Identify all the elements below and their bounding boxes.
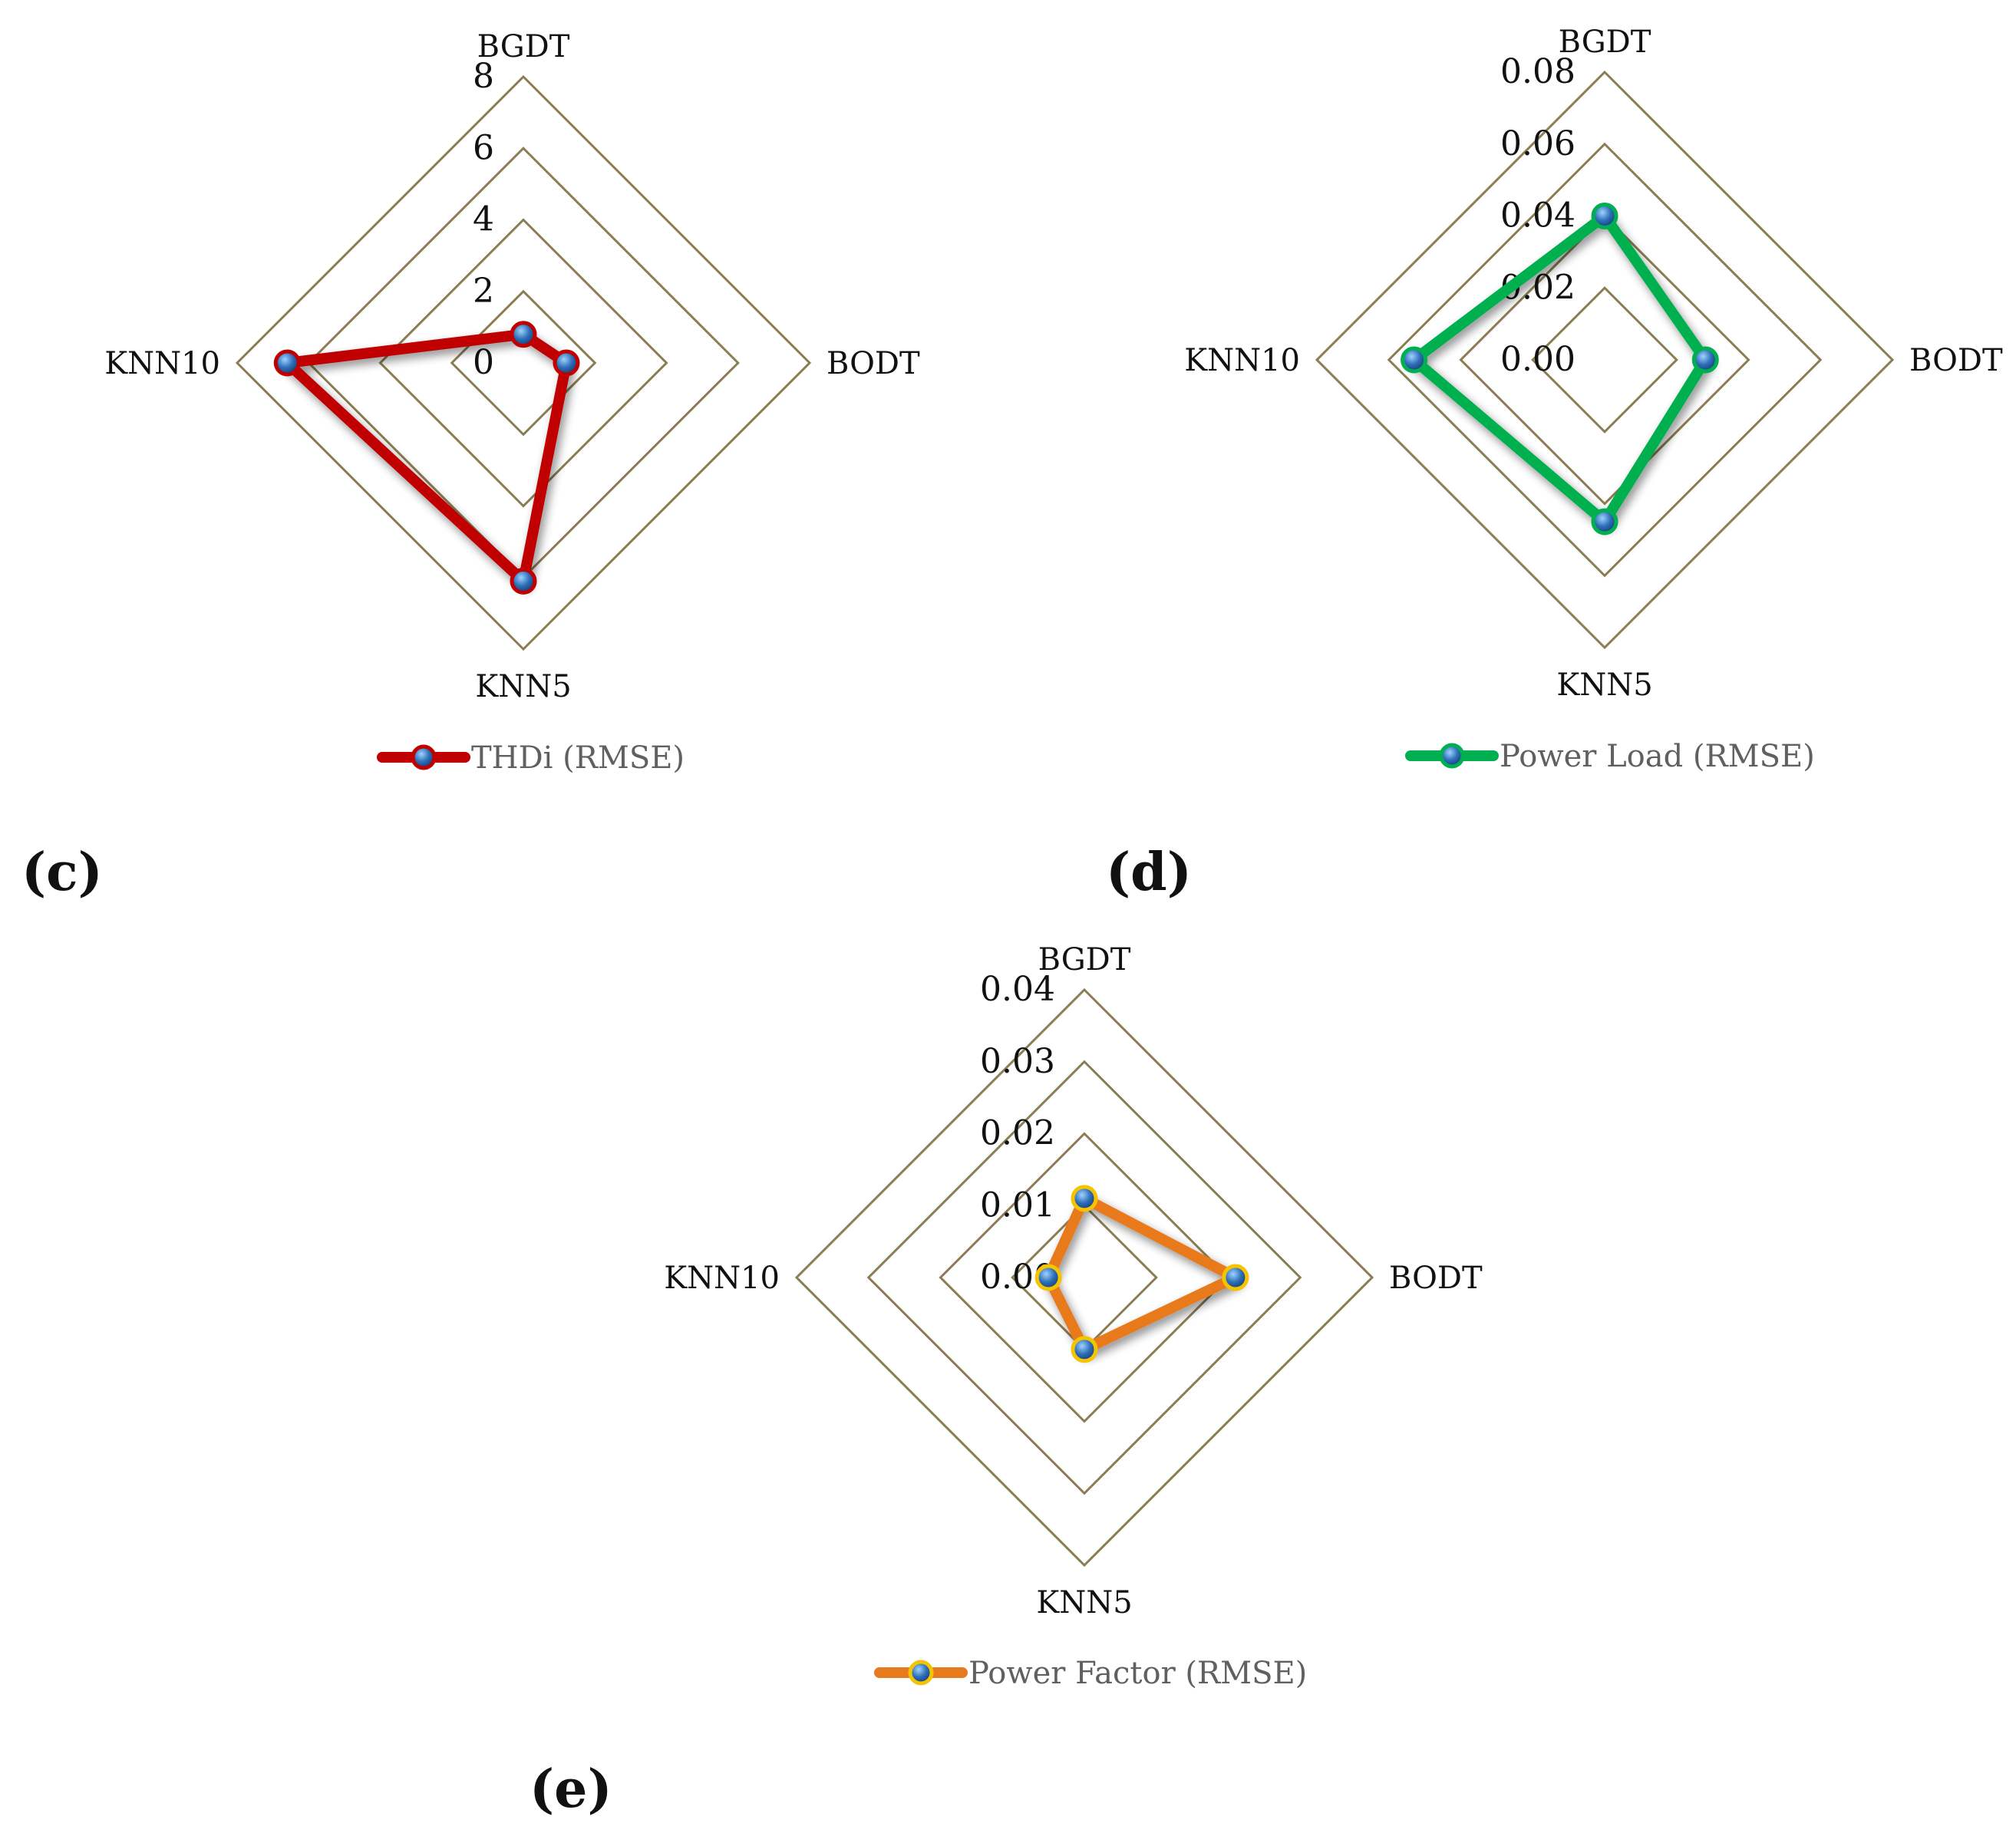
tick-label: 0.04 xyxy=(980,970,1055,1009)
tick-label: 0.01 xyxy=(980,1185,1055,1225)
series-line xyxy=(282,328,572,587)
axis-label-bodt: BODT xyxy=(827,346,920,381)
data-point-bodt xyxy=(1691,346,1719,374)
tick-label: 0.06 xyxy=(1500,124,1576,163)
data-point-bodt xyxy=(553,349,580,377)
axis-label-knn5: KNN5 xyxy=(1036,1585,1132,1620)
panel-label: (d) xyxy=(1106,842,1192,903)
tick-label: 4 xyxy=(473,200,494,239)
radar-chart-3: 0.000.010.020.030.04BGDTBODTKNN5KNN10Pow… xyxy=(530,942,1483,1820)
legend-marker xyxy=(1439,743,1465,769)
data-point-knn5 xyxy=(510,567,537,595)
data-point-knn10 xyxy=(1401,346,1428,374)
tick-label: 6 xyxy=(473,128,494,167)
panel-label: (c) xyxy=(21,842,103,903)
grid-ring xyxy=(307,147,740,579)
axis-label-knn5: KNN5 xyxy=(475,669,571,704)
legend-label: Power Factor (RMSE) xyxy=(968,1656,1307,1691)
legend: Power Load (RMSE) xyxy=(1405,739,1815,774)
tick-label: 8 xyxy=(473,57,494,96)
tick-label: 0.04 xyxy=(1500,196,1576,236)
data-point-bodt xyxy=(1222,1264,1249,1291)
tick-label: 0 xyxy=(473,343,494,382)
grid-ring xyxy=(235,74,812,651)
tick-label: 0.08 xyxy=(1500,52,1576,91)
panel-label: (e) xyxy=(530,1759,612,1820)
grid-ring xyxy=(1459,214,1750,506)
tick-label: 0.03 xyxy=(980,1042,1055,1081)
data-point-bgdt xyxy=(1071,1185,1098,1212)
axis-label-bgdt: BGDT xyxy=(477,29,570,64)
data-point-bgdt xyxy=(1591,203,1618,229)
radar-chart-2: 0.000.020.040.060.08BGDTBODTKNN5KNN10Pow… xyxy=(1106,25,2003,903)
axis-label-bodt: BODT xyxy=(1909,343,2003,378)
data-point-knn5 xyxy=(1071,1336,1098,1363)
legend: Power Factor (RMSE) xyxy=(874,1656,1307,1691)
tick-label: 0.00 xyxy=(1500,340,1576,379)
axis-label-knn10: KNN10 xyxy=(664,1261,780,1296)
tick-label: 0.02 xyxy=(980,1114,1055,1153)
grid-ring xyxy=(939,1132,1230,1423)
axis-label-knn5: KNN5 xyxy=(1556,668,1652,703)
legend-label: Power Load (RMSE) xyxy=(1500,739,1815,774)
grid-ring xyxy=(794,987,1374,1568)
grid-ring xyxy=(1531,286,1678,434)
tick-label: 2 xyxy=(473,272,494,311)
axis-label-knn10: KNN10 xyxy=(104,346,220,381)
data-point-knn10 xyxy=(273,349,301,377)
axis-label-bgdt: BGDT xyxy=(1038,942,1131,977)
grid-ring xyxy=(1387,142,1823,578)
axis-label-bgdt: BGDT xyxy=(1559,25,1651,60)
legend-marker xyxy=(908,1660,934,1686)
grid-ring xyxy=(1315,70,1895,650)
grid-ring xyxy=(866,1060,1302,1495)
legend: THDi (RMSE) xyxy=(377,740,685,776)
grid-ring xyxy=(378,218,668,508)
axis-label-knn10: KNN10 xyxy=(1184,343,1300,378)
series-line xyxy=(1043,1192,1241,1355)
legend-label: THDi (RMSE) xyxy=(471,740,685,776)
legend-marker xyxy=(411,744,437,770)
axis-label-bodt: BODT xyxy=(1389,1261,1483,1296)
data-point-bgdt xyxy=(510,321,537,348)
data-point-knn10 xyxy=(1034,1264,1062,1291)
data-point-knn5 xyxy=(1591,508,1618,536)
